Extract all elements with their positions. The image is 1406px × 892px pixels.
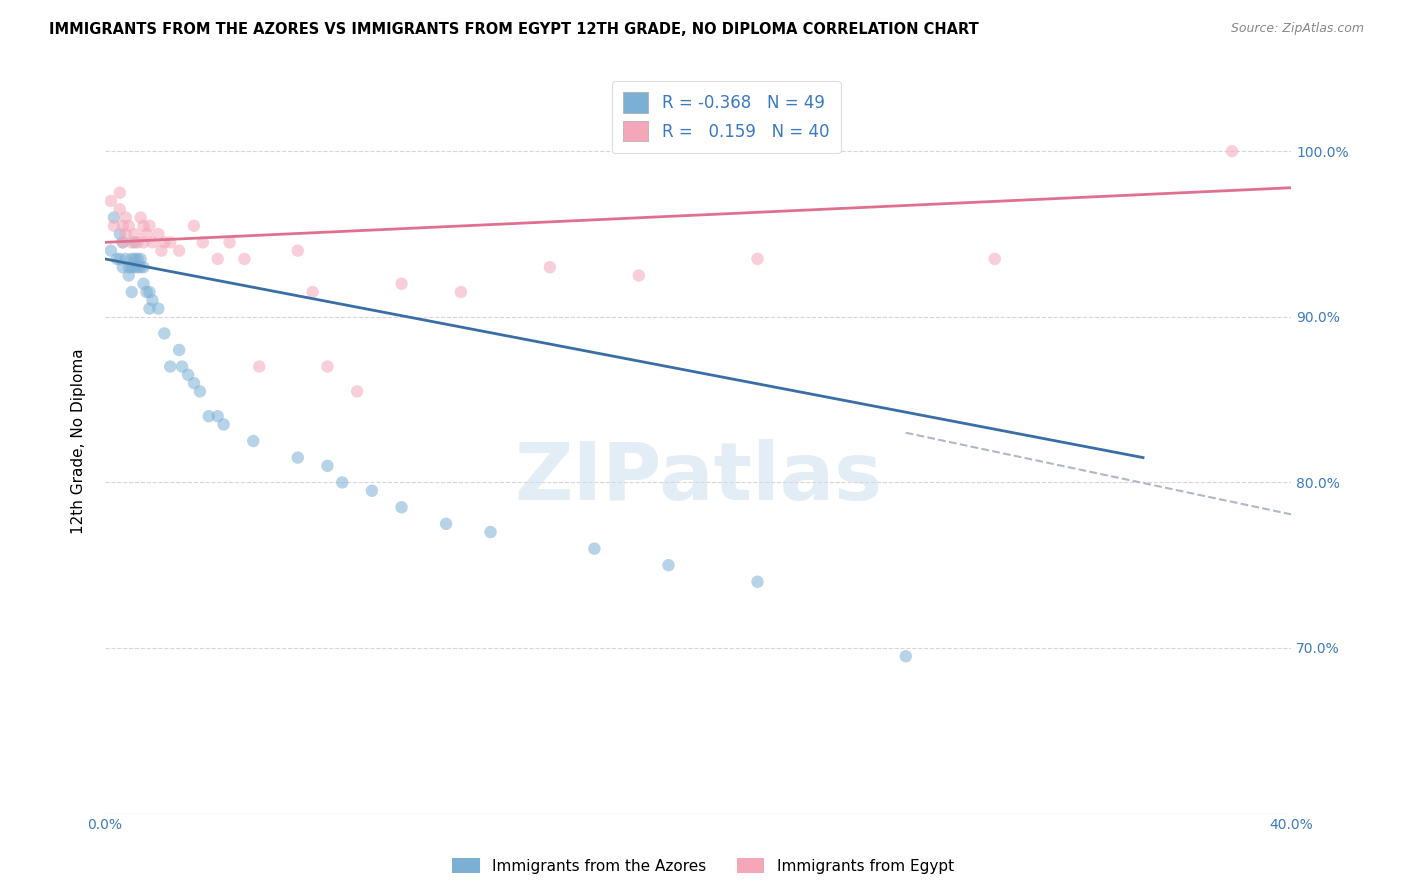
Point (583, 541, 606, 556)
Point (108, 252, 131, 266)
Point (124, 260, 146, 275)
Point (330, 475, 353, 490)
Point (747, 252, 769, 266)
Point (450, 285, 472, 299)
Point (207, 252, 229, 266)
Point (121, 252, 143, 266)
Point (391, 500, 413, 515)
Point (138, 219, 160, 233)
Point (138, 285, 160, 299)
Point (141, 293, 163, 308)
Point (191, 235, 214, 250)
Point (287, 450, 309, 465)
Point (135, 227, 157, 241)
Point (233, 252, 256, 266)
Point (127, 235, 149, 250)
Point (121, 235, 143, 250)
Point (479, 525, 502, 540)
Point (188, 384, 211, 399)
Point (391, 277, 413, 291)
Point (141, 235, 163, 250)
Point (183, 376, 205, 390)
Point (138, 301, 160, 316)
Point (167, 343, 190, 357)
Point (124, 235, 146, 250)
Point (124, 252, 146, 266)
Y-axis label: 12th Grade, No Diploma: 12th Grade, No Diploma (72, 348, 86, 533)
Legend: Immigrants from the Azores, Immigrants from Egypt: Immigrants from the Azores, Immigrants f… (446, 852, 960, 880)
Point (108, 202, 131, 217)
Point (172, 359, 194, 374)
Point (177, 368, 200, 382)
Point (111, 260, 134, 275)
Point (242, 434, 264, 448)
Point (118, 260, 141, 275)
Point (114, 227, 136, 241)
Point (111, 235, 134, 250)
Point (132, 260, 155, 275)
Point (159, 235, 181, 250)
Point (114, 252, 136, 266)
Point (538, 260, 561, 275)
Point (316, 458, 339, 473)
Point (346, 384, 368, 399)
Point (287, 244, 309, 258)
Point (129, 211, 152, 225)
Point (103, 219, 125, 233)
Point (111, 235, 134, 250)
Point (153, 326, 176, 341)
Text: Source: ZipAtlas.com: Source: ZipAtlas.com (1230, 22, 1364, 36)
Point (127, 252, 149, 266)
Text: ZIPatlas: ZIPatlas (515, 439, 883, 517)
Point (100, 244, 122, 258)
Legend: R = -0.368   N = 49, R =   0.159   N = 40: R = -0.368 N = 49, R = 0.159 N = 40 (612, 80, 841, 153)
Point (148, 227, 170, 241)
Point (114, 211, 136, 225)
Point (129, 260, 152, 275)
Point (183, 219, 205, 233)
Point (132, 219, 155, 233)
Point (121, 260, 143, 275)
Point (747, 574, 769, 589)
Point (108, 186, 131, 200)
Point (111, 219, 134, 233)
Point (129, 252, 152, 266)
Point (135, 285, 157, 299)
Point (198, 409, 221, 424)
Point (212, 417, 235, 432)
Point (361, 483, 384, 498)
Point (316, 359, 339, 374)
Point (118, 268, 141, 283)
Point (132, 277, 155, 291)
Text: IMMIGRANTS FROM THE AZORES VS IMMIGRANTS FROM EGYPT 12TH GRADE, NO DIPLOMA CORRE: IMMIGRANTS FROM THE AZORES VS IMMIGRANTS… (49, 22, 979, 37)
Point (108, 227, 131, 241)
Point (100, 194, 122, 208)
Point (434, 516, 457, 531)
Point (218, 235, 240, 250)
Point (153, 235, 176, 250)
Point (132, 235, 155, 250)
Point (118, 219, 141, 233)
Point (124, 227, 146, 241)
Point (121, 285, 143, 299)
Point (159, 359, 181, 374)
Point (301, 285, 323, 299)
Point (1220, 145, 1243, 159)
Point (148, 301, 170, 316)
Point (657, 558, 679, 573)
Point (150, 244, 173, 258)
Point (103, 211, 125, 225)
Point (167, 244, 190, 258)
Point (207, 409, 229, 424)
Point (105, 252, 128, 266)
Point (127, 260, 149, 275)
Point (247, 359, 270, 374)
Point (894, 649, 917, 664)
Point (984, 252, 1007, 266)
Point (627, 268, 650, 283)
